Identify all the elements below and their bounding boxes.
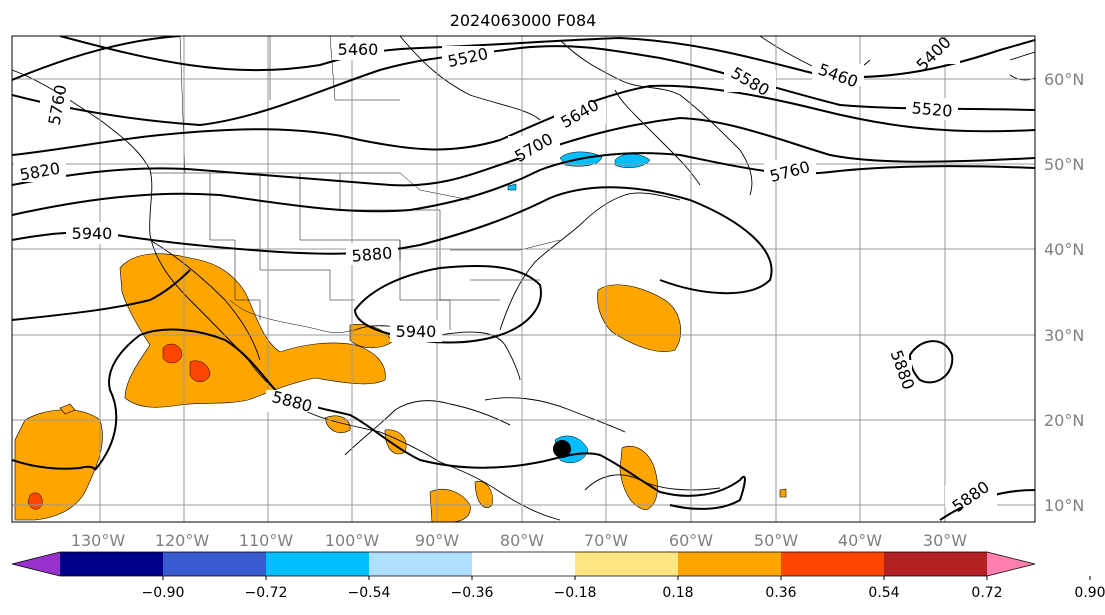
lon-label: 120°W [155,531,210,550]
lat-label: 60°N [1044,70,1084,89]
lon-label: 80°W [500,531,544,550]
colorbar-segment [163,552,267,576]
colorbar-tick-label: −0.90 [142,585,185,601]
colorbar: −0.90 −0.72 −0.54 −0.36 −0.18 0.18 0.36 0.54 0.7… [11,551,1105,601]
colorbar-tick-label: 0.72 [971,585,1002,601]
colorbar-tick-label: 0.54 [868,585,899,601]
contour-label: 5520 [911,98,953,120]
map-title: 2024063000 F084 [450,11,597,30]
colorbar-tick-label: −0.18 [554,585,597,601]
lon-label: 100°W [325,531,380,550]
colorbar-extend-high [987,552,1035,576]
graticule [12,36,1035,522]
colorbar-segment [266,552,370,576]
lon-label: 60°W [669,531,713,550]
lat-label: 30°N [1044,326,1084,345]
colorbar-segment [678,552,782,576]
contour-label: 5940 [396,322,437,341]
storm-center-marker [553,440,571,458]
colorbar-tick-label: −0.54 [348,585,391,601]
colorbar-outline [11,551,1036,577]
map-frame [11,35,1036,523]
colorbar-segment [884,552,988,576]
colorbar-tick-label: −0.36 [451,585,494,601]
colorbar-tick-label: 0.18 [662,585,693,601]
political-borders [150,36,561,333]
colorbar-extend-low [12,552,60,576]
lat-label: 40°N [1044,240,1084,259]
colorbar-tick-label: 0.90 [1074,585,1105,601]
lon-label: 50°W [754,531,798,550]
lat-label: 20°N [1044,411,1084,430]
contour-label: 5880 [351,243,393,265]
contour-label: 5940 [72,224,113,243]
lon-label: 110°W [239,531,294,550]
lon-label: 90°W [415,531,459,550]
lon-label: 130°W [71,531,126,550]
strong-positive-anomaly [27,343,211,510]
colorbar-segment [781,552,885,576]
lon-label: 30°W [923,531,967,550]
colorbar-segment [369,552,473,576]
lat-label: 50°N [1044,155,1084,174]
lon-label: 70°W [584,531,628,550]
lon-label: 40°W [838,531,882,550]
colorbar-tick-label: −0.72 [245,585,288,601]
latitude-labels: 60°N 50°N 40°N 30°N 20°N 10°N [1044,70,1084,515]
colorbar-segment [575,552,679,576]
colorbar-tick-label: 0.36 [765,585,796,601]
positive-anomaly-shading [14,253,787,522]
colorbar-segment [60,552,164,576]
lat-label: 10°N [1044,496,1084,515]
longitude-labels: 130°W 120°W 110°W 100°W 90°W 80°W 70°W 6… [71,531,967,550]
colorbar-segment [472,552,576,576]
contour-label: 5460 [338,40,379,59]
